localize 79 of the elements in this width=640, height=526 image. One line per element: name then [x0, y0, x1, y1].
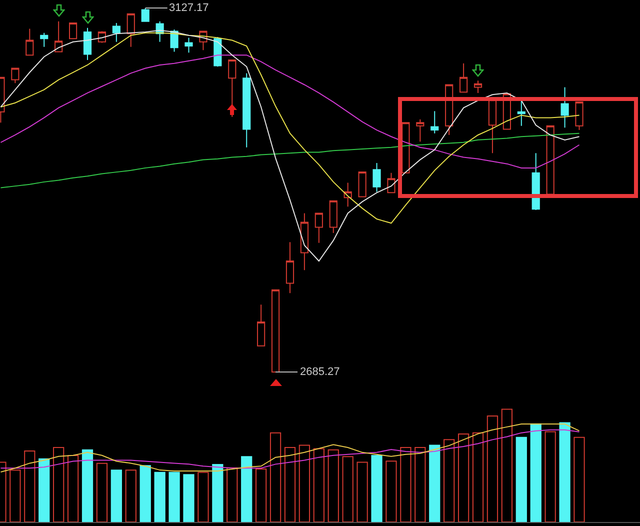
candlestick — [228, 60, 236, 118]
candlestick — [11, 68, 20, 84]
candlestick — [358, 172, 366, 198]
candlestick — [242, 72, 251, 148]
bar — [530, 423, 542, 523]
bar — [400, 447, 412, 523]
annotation: 2685.27 — [300, 366, 340, 378]
candlestick — [199, 30, 208, 51]
candlestick — [54, 20, 63, 52]
candlestick — [126, 13, 135, 48]
bar — [53, 447, 64, 523]
annotation: 3127.17 — [169, 2, 209, 14]
bar — [501, 408, 512, 523]
candlestick — [402, 122, 410, 174]
candlestick — [430, 110, 439, 134]
bar — [486, 415, 498, 523]
bar — [544, 431, 556, 523]
bar — [125, 470, 136, 523]
bar — [516, 436, 527, 523]
bar — [472, 432, 484, 523]
bar — [342, 456, 354, 523]
bar — [386, 460, 397, 523]
bar — [298, 444, 310, 523]
candlestick — [83, 27, 92, 61]
candlestick — [372, 162, 381, 192]
bar — [212, 464, 224, 523]
candlestick — [416, 118, 424, 142]
candlestick — [517, 99, 526, 126]
candlestick — [69, 22, 78, 40]
bar — [559, 422, 570, 523]
bar — [313, 448, 324, 523]
bar — [371, 454, 382, 523]
bar — [154, 472, 166, 523]
candlestick — [314, 212, 323, 244]
candlestick — [474, 80, 482, 94]
candlestick — [214, 36, 222, 68]
candlestick — [344, 182, 352, 208]
candlestick — [502, 93, 511, 130]
candlestick — [141, 8, 150, 22]
candlestick — [546, 125, 554, 195]
bar — [10, 470, 21, 523]
bar — [574, 436, 585, 523]
bar — [429, 444, 440, 523]
candlestick — [300, 212, 308, 271]
candlestick — [286, 242, 294, 294]
candlestick — [460, 62, 468, 93]
bar — [38, 458, 50, 523]
bar — [96, 462, 108, 523]
bar — [67, 454, 79, 523]
bar — [270, 432, 282, 523]
bar — [241, 456, 252, 523]
candlestick — [26, 28, 34, 56]
bar — [140, 465, 151, 523]
candlestick — [257, 304, 266, 346]
candlestick — [560, 86, 569, 128]
bar — [284, 447, 296, 523]
bar — [444, 439, 455, 523]
candlestick — [184, 37, 193, 54]
bar — [458, 434, 470, 523]
bar — [82, 449, 94, 523]
bar — [24, 450, 36, 523]
candlestick — [98, 30, 106, 44]
bar — [356, 462, 368, 523]
bar — [226, 467, 238, 523]
candlestick — [488, 99, 497, 154]
bar — [328, 449, 339, 523]
bar — [414, 447, 426, 523]
candlestick — [387, 172, 396, 194]
bar — [168, 472, 180, 523]
candlestick — [112, 22, 120, 42]
bar — [110, 470, 122, 523]
candlestick — [40, 32, 48, 48]
bar — [183, 474, 194, 523]
candlestick — [329, 200, 338, 234]
candlestick — [575, 102, 584, 131]
bar — [256, 468, 267, 523]
candlestick — [445, 84, 454, 136]
candlestick — [271, 289, 280, 372]
bar — [198, 472, 209, 523]
